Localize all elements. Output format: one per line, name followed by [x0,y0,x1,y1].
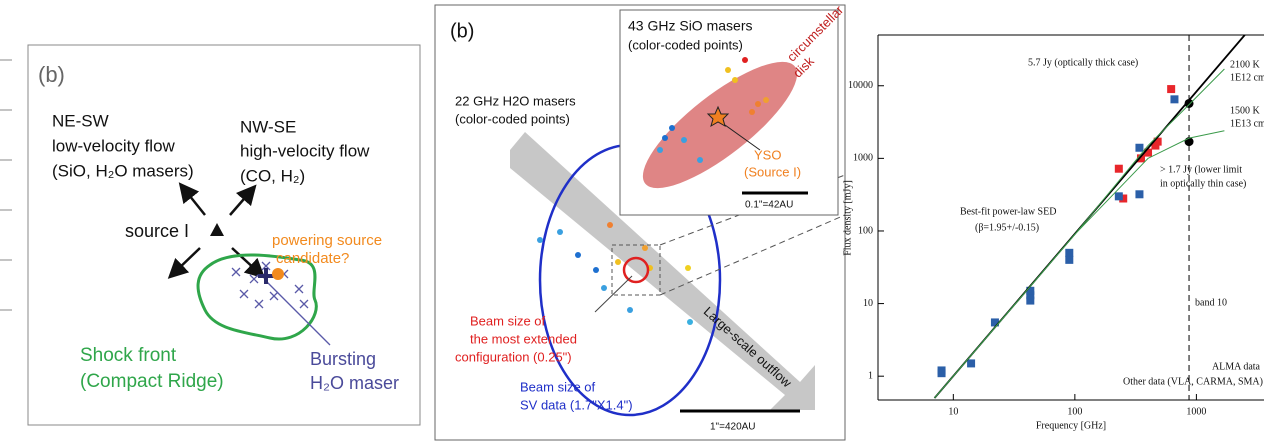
data-point [1065,249,1073,257]
y-axis-label: Flux density [mJy] [842,180,853,256]
x-tick-label: 100 [1067,406,1082,417]
beam-label: Beam size of [470,313,546,328]
data-point [1115,165,1123,173]
annotation: 1E12 cm [1230,72,1264,83]
candidate-label: powering source [272,232,382,249]
annotation: 5.7 Jy (optically thick case) [1028,57,1138,68]
x-axis-label: Frequency [GHz] [1036,420,1106,431]
shock-front [198,255,316,339]
x-tick-label: 10 [948,406,958,417]
candidate-marker [272,268,284,280]
data-point [967,359,975,367]
annotation: (β=1.95+/-0.15) [975,222,1039,233]
y-tick-label: 10000 [848,80,873,91]
inset-title: 43 GHz SiO masers [628,18,752,34]
figure: (b) NE-SW low-velocity flow (SiO, H₂O ma… [0,0,1264,441]
flow-label: NE-SW [52,111,109,130]
legend-entry: Best-fit power-law SED [960,206,1056,217]
plot-area [934,35,1244,400]
beam-label: Beam size of [520,379,596,394]
outflow-label: Large-scale outflow [701,304,795,391]
source-label: source I [125,221,189,241]
beam-label: SV data (1.7"X1.4") [520,397,633,412]
x-tick-label: 1000 [1186,406,1206,417]
data-point [1170,95,1178,103]
panel-label: (b) [450,20,474,42]
y-tick-label: 10 [863,298,873,309]
shock-label: Shock front [80,345,177,366]
annotation: in optically thin case) [1160,178,1246,189]
annotation: 2100 K [1230,59,1261,70]
zoom-line [660,215,845,295]
legend-entry: ALMA data [1212,361,1261,372]
y-tick-label: 1 [868,370,873,381]
data-point [1135,190,1143,198]
middle-panel: (b) 43 GHz SiO masers (color-coded point… [435,2,847,440]
sed-plot: Frequency [GHz] Flux density [mJy] 1 10 10… [842,35,1264,431]
data-point [1135,144,1143,152]
bursting-label: H₂O maser [310,373,399,393]
y-tick-label: 1000 [853,153,873,164]
beam-label: configuration (0.25") [455,349,572,364]
model-line [934,69,1224,398]
pointer [595,276,632,312]
shock-label: (Compact Ridge) [80,371,224,392]
left-panel: (b) NE-SW low-velocity flow (SiO, H₂O ma… [0,45,420,425]
scale-label: 1"=420AU [710,422,756,433]
h2o-title: 22 GHz H2O masers [455,93,576,108]
data-point [1065,256,1073,264]
data-point [1115,192,1123,200]
panel-label: (b) [38,62,65,87]
data-point [1167,85,1175,93]
beam-label: the most extended [470,331,577,346]
flow-label: high-velocity flow [240,141,370,160]
candidate-label: candidate? [276,250,349,267]
h2o-title: (color-coded points) [455,111,570,126]
edge-ticks [0,60,12,310]
annotation: 1500 K [1230,105,1261,116]
band-label: band 10 [1195,297,1227,308]
annotation: 1E13 cm [1230,118,1264,129]
bursting-label: Bursting [310,349,376,369]
y-tick-label: 100 [858,225,873,236]
flow-label: NW-SE [240,117,296,136]
data-point [938,366,946,374]
maser-center [258,268,274,284]
yso-label: (Source I) [744,164,801,179]
yso-label: YSO [754,147,781,162]
flow-label: (CO, H₂) [240,166,305,185]
legend-entry: Other data (VLA, CARMA, SMA) [1123,376,1263,387]
scale-label: 0.1"=42AU [745,200,793,211]
source-marker [210,223,224,236]
flow-label: low-velocity flow [52,136,176,155]
annotation: > 1.7 Jy (lower limit [1160,164,1242,175]
flow-label: (SiO, H₂O masers) [52,161,194,180]
inset-title: (color-coded points) [628,37,743,52]
